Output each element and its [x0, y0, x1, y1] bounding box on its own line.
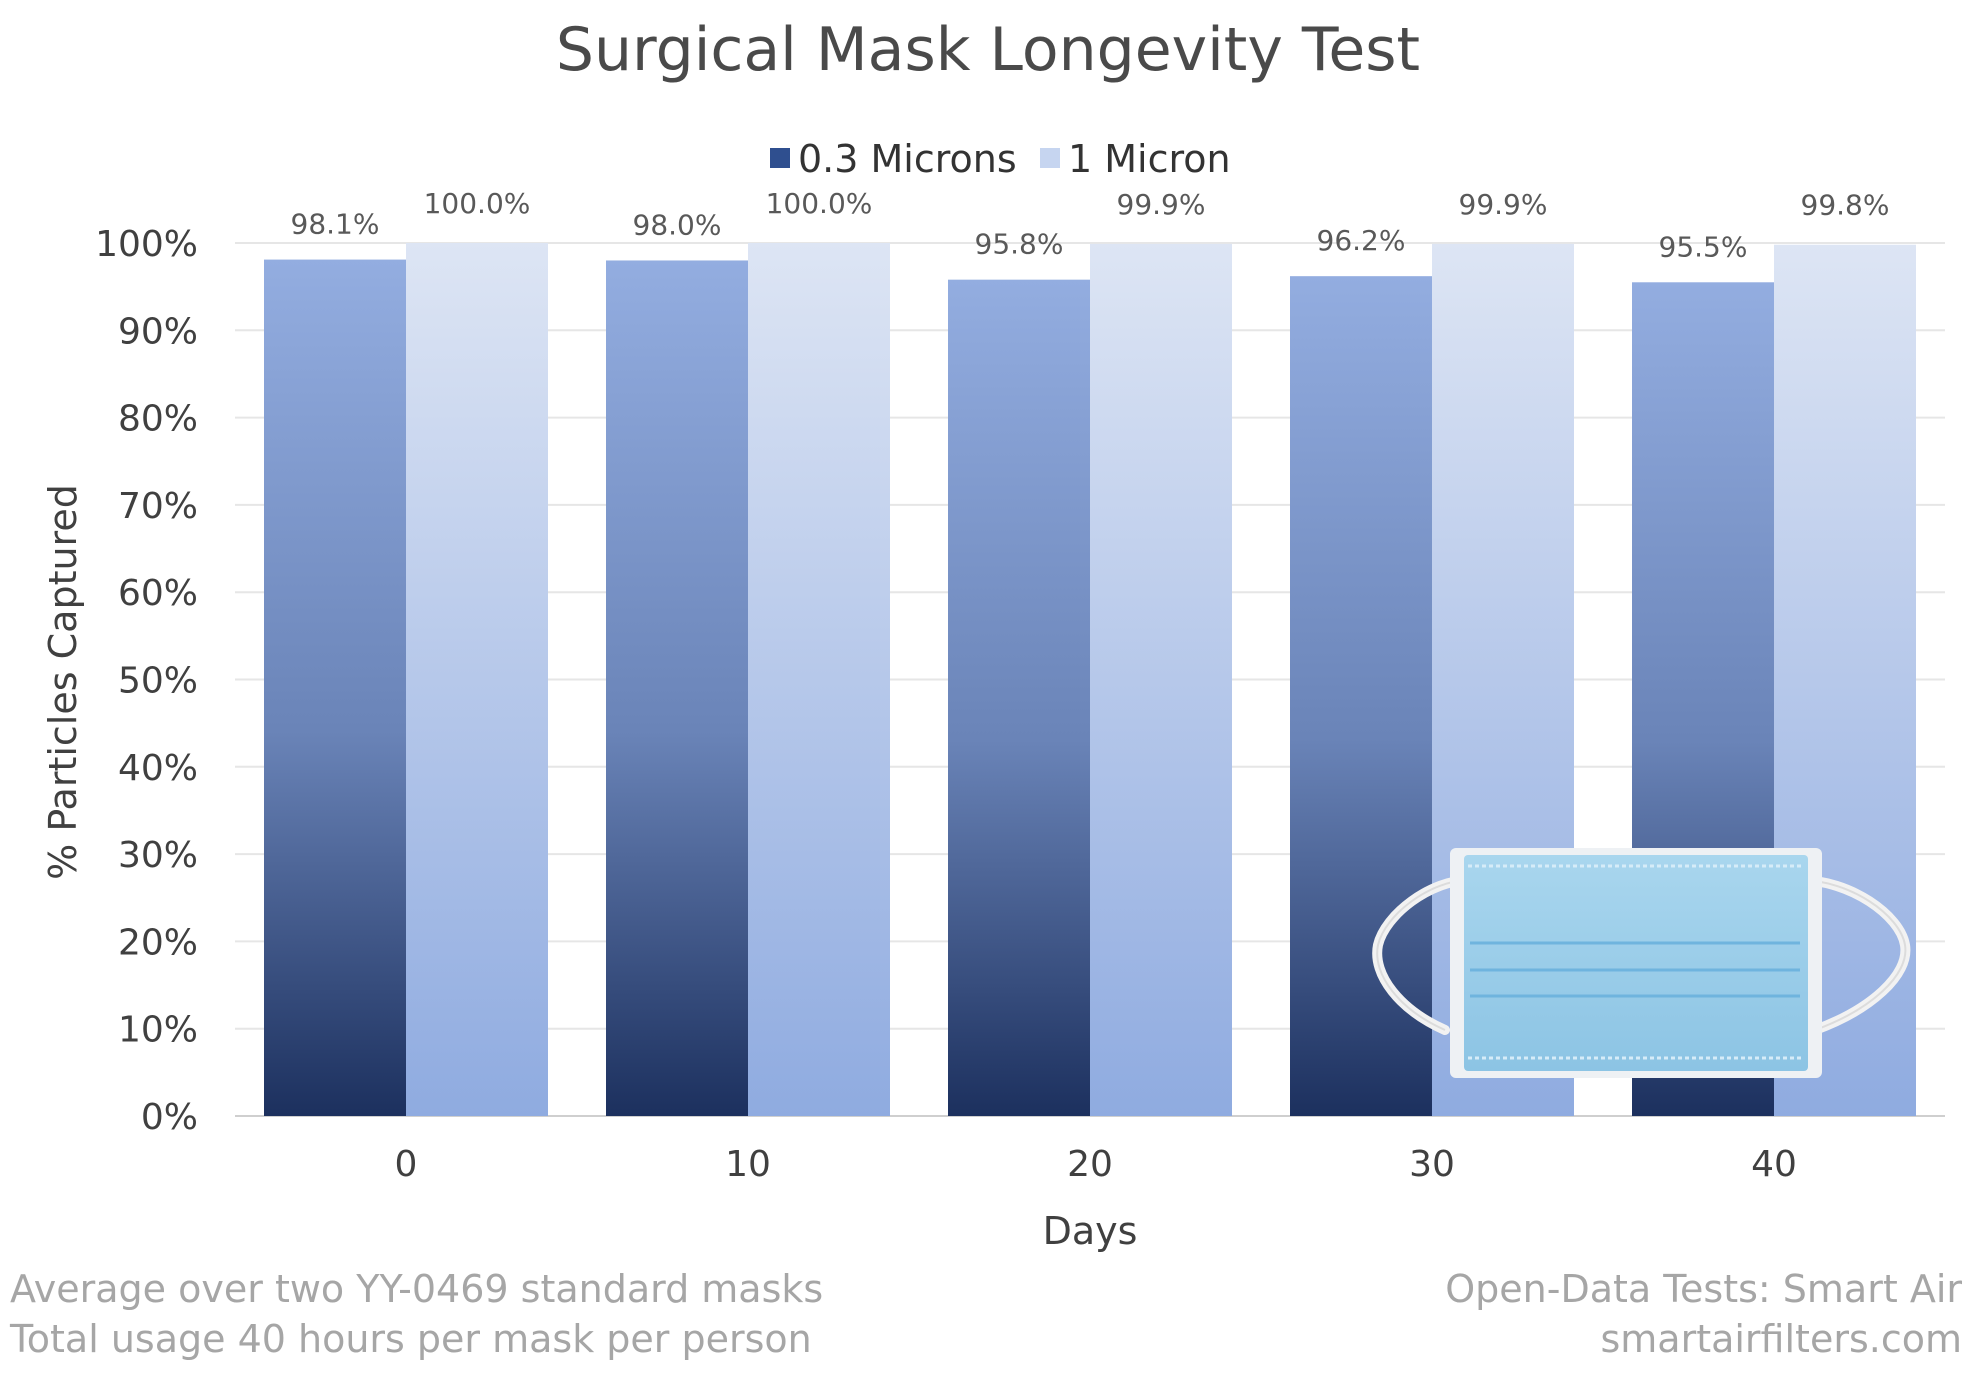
bar-series-0 [948, 279, 1090, 1116]
chart-title: Surgical Mask Longevity Test [556, 15, 1420, 85]
data-label: 95.5% [1659, 230, 1748, 263]
x-tick-label: 20 [1067, 1144, 1113, 1185]
bar-series-0 [1290, 276, 1432, 1116]
y-tick-label: 50% [118, 661, 198, 702]
y-tick-label: 40% [118, 748, 198, 789]
y-tick-label: 10% [118, 1010, 198, 1051]
footnote-left-2: Total usage 40 hours per mask per person [9, 1317, 812, 1361]
x-axis-title: Days [1043, 1209, 1138, 1253]
data-labels: 98.1% 100.0% 98.0% 100.0% 95.8% 99.9% 96.2% 99.… [291, 187, 1890, 263]
data-label: 98.0% [633, 208, 722, 241]
data-label: 100.0% [424, 187, 531, 220]
x-tick-label: 10 [725, 1144, 771, 1185]
data-label: 95.8% [975, 228, 1064, 261]
bar-series-1 [1090, 243, 1232, 1117]
y-tick-label: 20% [118, 922, 198, 963]
y-axis-title: % Particles Captured [41, 484, 85, 880]
legend-swatch-1 [1040, 148, 1060, 168]
legend: 0.3 Microns 1 Micron [770, 137, 1231, 181]
bar-series-0 [264, 259, 406, 1116]
y-tick-label: 80% [118, 399, 198, 440]
y-axis-ticks: 0% 10% 20% 30% 40% 50% 60% 70% 80% 90% 100% [95, 224, 198, 1138]
data-label: 99.8% [1801, 189, 1890, 222]
bar-series-0 [606, 260, 748, 1117]
data-label: 99.9% [1117, 188, 1206, 221]
y-tick-label: 90% [118, 311, 198, 352]
footnote-right-2: smartairfilters.com [1600, 1317, 1962, 1361]
footnote-right-1: Open-Data Tests: Smart Air [1445, 1267, 1962, 1311]
x-tick-label: 30 [1409, 1144, 1455, 1185]
x-tick-label: 0 [395, 1144, 418, 1185]
y-tick-label: 0% [141, 1097, 198, 1138]
x-axis-ticks: 0 10 20 30 40 [395, 1144, 1797, 1185]
surgical-mask-icon [1372, 848, 1911, 1078]
data-label: 98.1% [291, 208, 380, 241]
bar-series-1 [748, 243, 890, 1116]
y-tick-label: 30% [118, 835, 198, 876]
x-tick-label: 40 [1751, 1144, 1797, 1185]
footnote-left-1: Average over two YY-0469 standard masks [10, 1267, 823, 1311]
y-tick-label: 70% [118, 486, 198, 527]
legend-swatch-0 [770, 148, 790, 168]
y-tick-label: 60% [118, 573, 198, 614]
data-label: 100.0% [766, 187, 873, 220]
legend-label-0: 0.3 Microns [798, 137, 1017, 181]
legend-label-1: 1 Micron [1068, 137, 1231, 181]
bar-series-1 [406, 243, 548, 1116]
data-label: 99.9% [1459, 188, 1548, 221]
y-tick-label: 100% [95, 224, 198, 265]
data-label: 96.2% [1317, 224, 1406, 257]
